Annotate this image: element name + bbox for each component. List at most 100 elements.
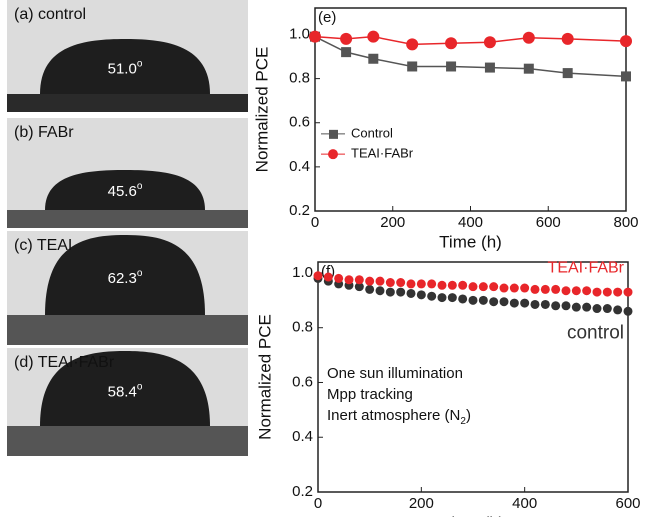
marker [561,32,574,45]
panel-label: (e) [318,9,336,26]
series-label: control [567,322,624,343]
x-tick-label: 400 [512,495,537,512]
marker [562,68,573,79]
point [530,284,540,294]
y-tick-label: 1.0 [292,264,313,281]
point [551,284,561,294]
point [582,286,592,296]
marker [368,53,379,64]
marker [522,31,535,44]
point [520,298,530,308]
point [592,287,602,297]
point [365,276,375,286]
point [571,302,581,312]
point [354,275,364,285]
point [365,284,375,294]
substrate [7,94,248,112]
legend-label: Control [351,125,393,140]
point [385,287,395,297]
y-tick-label: 0.6 [292,373,313,390]
x-tick-label: 400 [458,214,483,231]
point [561,301,571,311]
angle: 45.6 [108,183,137,200]
point [354,282,364,292]
x-tick-label: 600 [615,495,640,512]
point [468,295,478,305]
x-axis-label: Time (h) [439,232,502,251]
point [509,298,519,308]
point [458,280,468,290]
marker [484,62,495,73]
contact-angle: 62.3o [108,268,143,287]
plot-frame [314,7,627,212]
plot-frame [317,261,629,493]
point [313,271,323,281]
degree: o [137,268,143,279]
angle: 51.0 [108,60,137,77]
point [396,278,406,288]
point [540,299,550,309]
point [499,283,509,293]
point [344,275,354,285]
photo-label: (a) control [14,6,86,23]
point [427,291,437,301]
droplet [40,351,210,426]
x-axis-label: Time (h) [442,513,505,517]
point [323,272,333,282]
point [447,280,457,290]
contact-angle: 51.0o [108,58,143,77]
contact-angle: 45.6o [108,181,143,200]
x-tick-label: 800 [613,214,638,231]
marker [483,36,496,49]
point [406,279,416,289]
series-line [314,35,627,46]
y-tick-label: 0.8 [289,70,310,87]
x-tick-label: 200 [380,214,405,231]
point [437,280,447,290]
x-tick-label: 0 [311,214,319,231]
marker [341,47,352,58]
marker [309,30,321,43]
y-tick-label: 0.4 [289,158,310,175]
y-tick-label: 0.4 [292,428,313,445]
marker [407,61,418,72]
y-tick-label: 0.8 [292,319,313,336]
marker [621,71,631,82]
point [406,288,416,298]
point [551,301,561,311]
point [571,286,581,296]
y-tick-label: 1.0 [289,25,310,42]
point [437,293,447,303]
marker [340,32,353,45]
photo-label: (b) FABr [14,124,74,141]
point [613,305,623,315]
photo-label: (c) TEAI [14,237,72,254]
point [478,295,488,305]
point [489,297,499,307]
point [396,287,406,297]
contact-angle: 58.4o [108,381,143,400]
note-part: ) [466,407,471,424]
angle: 58.4 [108,383,137,400]
point [520,283,530,293]
marker [445,37,458,50]
point [509,283,519,293]
x-tick-label: 200 [409,495,434,512]
droplet [45,170,205,210]
point [427,279,437,289]
marker [620,35,632,48]
point [375,276,385,286]
substrate [7,315,248,345]
note: Inert atmosphere (N2) [327,407,471,427]
point [499,297,509,307]
angle: 62.3 [108,270,137,287]
point [561,286,571,296]
point [623,287,633,297]
marker [406,38,419,51]
y-tick-label: 0.6 [289,114,310,131]
substrate [7,210,248,228]
point [602,304,612,314]
point [592,304,602,314]
